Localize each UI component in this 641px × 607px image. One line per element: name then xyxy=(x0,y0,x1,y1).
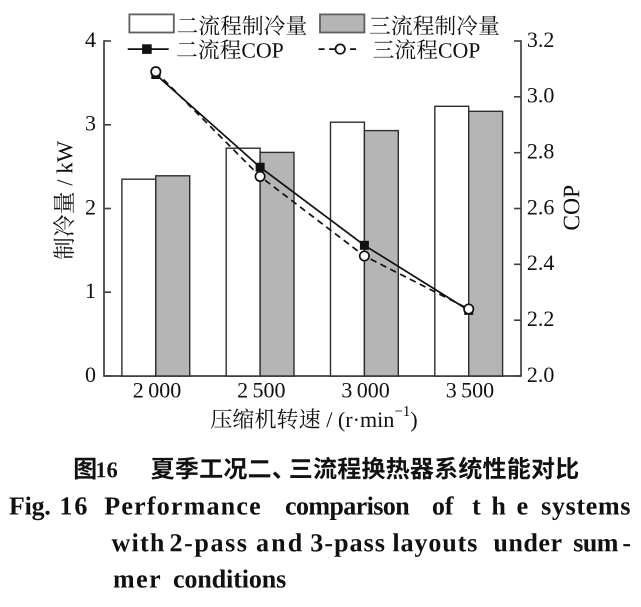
svg-text:2.6: 2.6 xyxy=(527,194,555,219)
svg-text:2 500: 2 500 xyxy=(237,378,285,403)
svg-text:2.8: 2.8 xyxy=(527,139,555,164)
svg-text:3 500: 3 500 xyxy=(446,378,494,403)
svg-text:1: 1 xyxy=(85,278,96,303)
svg-text:3.0: 3.0 xyxy=(527,83,555,108)
svg-text:0: 0 xyxy=(85,362,96,387)
svg-text:4: 4 xyxy=(85,27,96,52)
svg-text:2.2: 2.2 xyxy=(527,306,555,331)
svg-text:2: 2 xyxy=(85,194,96,219)
svg-text:2 000: 2 000 xyxy=(133,378,181,403)
svg-text:3.2: 3.2 xyxy=(527,27,555,52)
svg-text:3: 3 xyxy=(85,111,96,136)
svg-text:2.0: 2.0 xyxy=(527,362,555,387)
svg-text:3 000: 3 000 xyxy=(341,378,389,403)
svg-text:2.4: 2.4 xyxy=(527,250,555,275)
